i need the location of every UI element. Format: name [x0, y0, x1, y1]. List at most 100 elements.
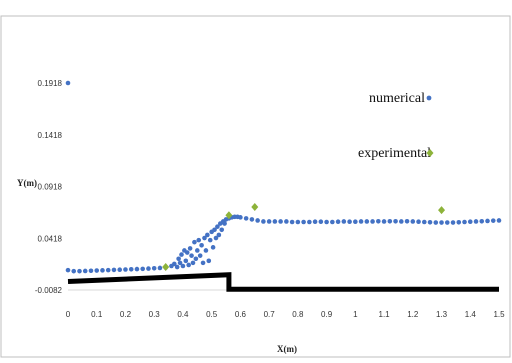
numerical-point	[128, 267, 134, 272]
numerical-point	[222, 221, 227, 226]
x-tick-label: 0	[66, 310, 71, 319]
numerical-point	[421, 219, 427, 225]
numerical-point	[490, 218, 496, 223]
numerical-point	[473, 219, 479, 224]
numerical-point	[157, 265, 163, 271]
numerical-point	[249, 217, 255, 222]
numerical-point	[105, 267, 111, 273]
numerical-point	[65, 80, 71, 86]
legend-label-numerical: numerical	[369, 91, 425, 106]
numerical-point	[393, 218, 398, 224]
numerical-point	[183, 258, 189, 264]
experimental-point	[162, 263, 170, 272]
numerical-point	[206, 258, 212, 264]
numerical-point	[381, 219, 387, 224]
numerical-point	[216, 232, 222, 238]
numerical-point	[88, 268, 94, 274]
numerical-point	[202, 235, 207, 241]
numerical-point	[196, 237, 202, 243]
numerical-point	[318, 219, 324, 224]
x-tick-label: 0.5	[206, 310, 218, 319]
x-tick-label: 0.6	[235, 310, 247, 319]
numerical-point	[177, 260, 183, 266]
numerical-point	[370, 219, 375, 224]
numerical-point	[261, 219, 266, 224]
legend-label-experimental: experimental	[358, 146, 431, 161]
numerical-point	[479, 218, 485, 224]
numerical-point	[399, 219, 404, 224]
numerical-point	[467, 219, 473, 224]
x-tick-label: 1.1	[379, 310, 391, 319]
numerical-point	[404, 218, 410, 224]
x-tick-label: 1	[353, 310, 358, 319]
numerical-point	[312, 219, 318, 224]
numerical-point	[496, 218, 502, 223]
numerical-point	[189, 253, 194, 258]
numerical-point	[301, 219, 306, 225]
numerical-point	[65, 267, 71, 273]
numerical-point	[71, 268, 77, 274]
y-tick-label: 0.1918	[38, 79, 63, 88]
numerical-point	[151, 265, 157, 271]
x-tick-label: 1.3	[436, 310, 448, 319]
numerical-point	[213, 235, 219, 241]
numerical-point	[295, 219, 301, 225]
y-tick-label: 0.1418	[38, 131, 63, 140]
numerical-point	[94, 268, 100, 273]
numerical-point	[347, 219, 352, 224]
x-tick-label: 1.2	[407, 310, 419, 319]
numerical-point	[238, 215, 243, 220]
numerical-point	[215, 224, 220, 229]
y-tick-label: 0.0918	[38, 183, 63, 192]
numerical-point	[200, 260, 206, 266]
numerical-point	[456, 220, 462, 225]
numerical-point	[255, 218, 260, 223]
numerical-point	[485, 218, 490, 224]
numerical-point	[307, 219, 312, 225]
numerical-point	[341, 219, 347, 224]
x-axis-title: X(m)	[277, 344, 297, 354]
numerical-point	[205, 232, 210, 238]
numerical-point	[462, 219, 467, 225]
numerical-point	[207, 237, 213, 243]
numerical-point	[186, 262, 191, 268]
numerical-point	[199, 242, 204, 248]
y-tick-label: -0.0082	[35, 286, 63, 295]
x-tick-label: 0.7	[264, 310, 276, 319]
legend: numerical experimental	[358, 91, 434, 161]
numerical-point	[289, 219, 295, 225]
numerical-point	[82, 268, 88, 274]
numerical-point	[134, 266, 140, 272]
x-tick-label: 0.3	[149, 310, 161, 319]
y-axis-title: Y(m)	[17, 178, 37, 188]
numerical-point	[416, 219, 421, 224]
numerical-point	[284, 219, 289, 224]
numerical-point	[330, 219, 335, 225]
numerical-point	[117, 267, 123, 273]
numerical-point	[243, 216, 249, 221]
numerical-point	[364, 219, 370, 224]
experimental-point	[438, 206, 446, 215]
legend-marker-experimental	[426, 149, 434, 157]
numerical-point	[335, 219, 341, 224]
numerical-point	[197, 253, 203, 258]
numerical-point	[195, 248, 200, 253]
numerical-point	[77, 268, 82, 274]
numerical-point	[203, 248, 209, 253]
numerical-point	[410, 219, 416, 224]
numerical-point	[433, 220, 439, 225]
numerical-point	[353, 219, 358, 224]
numerical-point	[439, 220, 444, 225]
numerical-point	[179, 252, 184, 257]
legend-marker-numerical	[426, 95, 432, 101]
numerical-point	[174, 264, 180, 270]
numerical-point	[192, 239, 197, 245]
numerical-point	[427, 220, 433, 225]
numerical-point	[212, 227, 217, 233]
numerical-point	[187, 246, 193, 251]
numerical-point	[190, 260, 196, 266]
x-tick-label: 0.9	[321, 310, 333, 319]
numerical-point	[376, 218, 381, 224]
